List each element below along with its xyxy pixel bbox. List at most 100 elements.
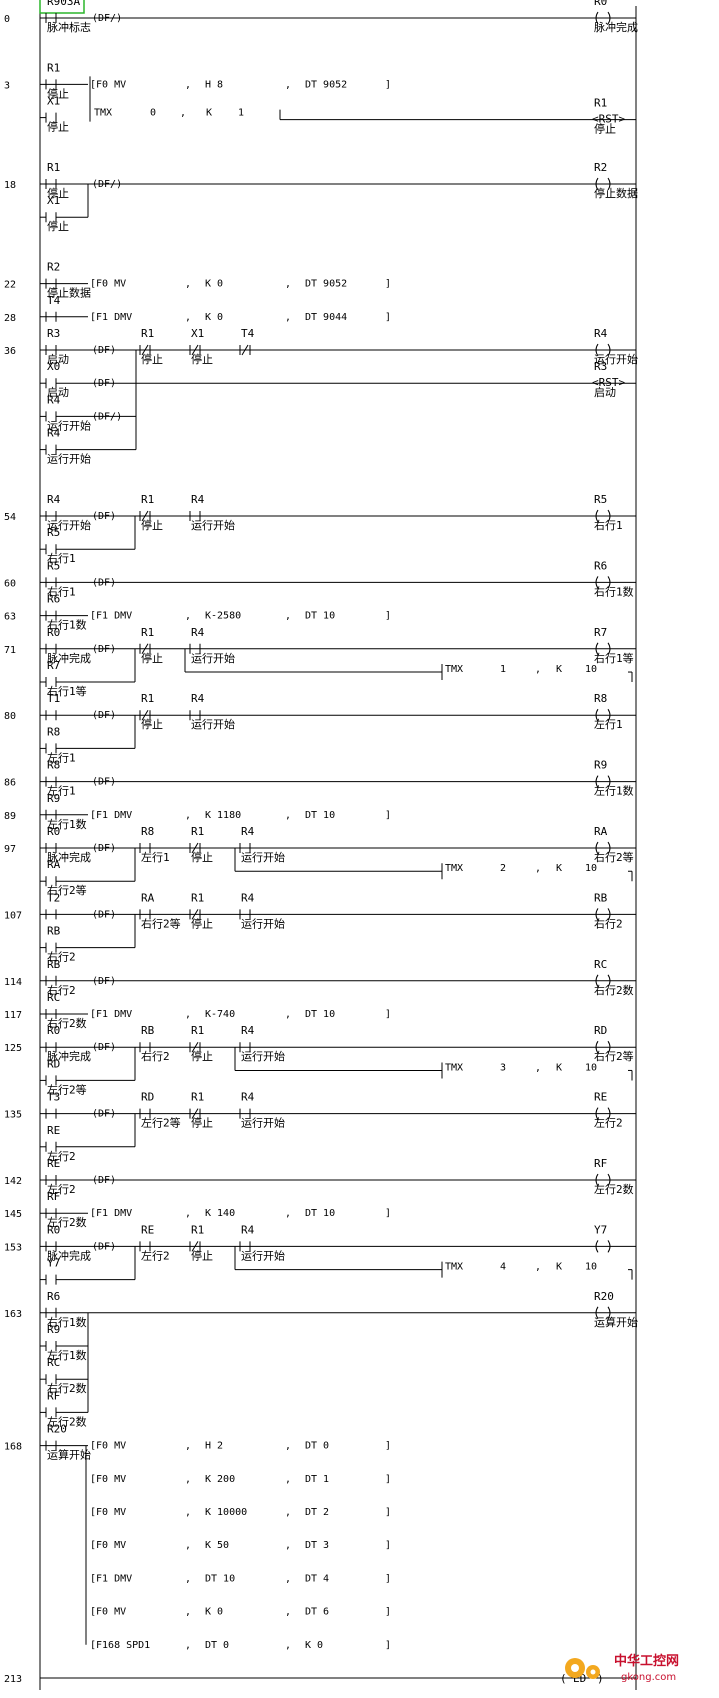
contact-name: 停止 xyxy=(141,651,163,665)
coil-name: 左行2数 xyxy=(594,1183,634,1196)
timer-field: K xyxy=(206,108,212,119)
edge-function: (DF) xyxy=(92,1175,116,1186)
instruction-field: DT 3 xyxy=(305,1540,329,1551)
contact-name: 右行1数 xyxy=(47,1315,87,1329)
instruction-field: ] xyxy=(385,1573,391,1584)
instruction-field: K 0 xyxy=(205,312,223,323)
contact-name: 右行2 xyxy=(47,950,76,964)
edge-function: (DF) xyxy=(92,1241,116,1252)
timer-field: 10 xyxy=(585,664,597,675)
coil-symbol xyxy=(595,1107,611,1120)
contact-address: R1 xyxy=(191,891,204,904)
contact-address: R4 xyxy=(241,825,255,838)
contact-name: 运行开始 xyxy=(241,850,285,864)
coil-name: 右行2等 xyxy=(594,850,634,864)
contact-address: R4 xyxy=(241,1091,255,1104)
contact-nc-slash xyxy=(141,643,149,655)
instruction-field: [F1 DMV xyxy=(90,611,132,622)
step-number: 142 xyxy=(4,1176,22,1187)
coil-address: R8 xyxy=(594,692,607,705)
coil-symbol xyxy=(595,775,611,788)
coil-symbol xyxy=(595,177,611,191)
coil-rst-symbol: <RST> xyxy=(592,113,625,126)
selection-cursor[interactable] xyxy=(39,0,85,14)
instruction-field: , xyxy=(285,1009,291,1020)
coil-name: 右行1等 xyxy=(594,651,634,665)
instruction-field: DT 10 xyxy=(205,1573,235,1584)
instruction-field: ] xyxy=(385,1640,391,1651)
step-number: 168 xyxy=(4,1442,22,1453)
instruction-field: [F1 DMV xyxy=(90,810,132,821)
instruction-field: [F0 MV xyxy=(90,1607,126,1618)
contact-address: RF xyxy=(47,1389,60,1402)
contact-address: R9 xyxy=(47,1323,60,1336)
contact-nc-slash xyxy=(141,510,149,522)
contact-address: R4 xyxy=(191,626,205,639)
contact-address: R20 xyxy=(47,1423,67,1436)
edge-function: (DF) xyxy=(92,644,116,655)
instruction-field: , xyxy=(185,1540,191,1551)
contact-name: 停止 xyxy=(141,717,163,731)
contact-nc-slash xyxy=(191,1041,199,1053)
contact-address: R9 xyxy=(47,792,60,805)
contact-address: R0 xyxy=(47,825,60,838)
step-number: 135 xyxy=(4,1110,22,1121)
coil-address: RA xyxy=(594,825,608,838)
instruction-field: , xyxy=(185,1507,191,1518)
contact-name: 停止 xyxy=(47,219,69,233)
instruction-field: , xyxy=(285,1607,291,1618)
coil-symbol xyxy=(595,1173,611,1187)
contact-address: R0 xyxy=(47,626,60,639)
contact-name: 左行2数 xyxy=(47,1216,87,1229)
edge-function: (DF) xyxy=(92,378,116,389)
contact-name: 左行2 xyxy=(47,1183,76,1196)
instruction-field: DT 1 xyxy=(305,1474,329,1485)
edge-function: (DF) xyxy=(92,909,116,920)
coil-address: RE xyxy=(594,1091,607,1104)
contact-nc-slash xyxy=(191,344,199,356)
contact-address: RD xyxy=(47,1057,60,1070)
contact-address: T3 xyxy=(47,1091,60,1104)
instruction-field: , xyxy=(185,279,191,290)
coil-name: 停止 xyxy=(594,122,616,136)
timer-field: TMX xyxy=(445,1062,463,1073)
coil-name: 停止数据 xyxy=(594,186,638,200)
contact-address: RF xyxy=(47,1190,60,1203)
coil-name: 运算开始 xyxy=(594,1315,638,1329)
instruction-field: [F0 MV xyxy=(90,79,126,90)
contact-address: RA xyxy=(47,858,61,871)
edge-function: (DF) xyxy=(92,1109,116,1120)
contact-address: R6 xyxy=(47,593,60,606)
edge-function: (DF) xyxy=(92,710,116,721)
contact-name: 左行2 xyxy=(47,1150,76,1163)
instruction-field: K 1180 xyxy=(205,810,241,821)
coil-symbol xyxy=(595,509,611,523)
coil-name: 右行1数 xyxy=(594,584,634,598)
timer-field: 10 xyxy=(585,1262,597,1273)
timer-field: K xyxy=(556,1262,562,1273)
edge-function: (DF/) xyxy=(92,179,122,190)
timer-field: 10 xyxy=(585,863,597,874)
contact-name: 左行1数 xyxy=(47,1349,87,1362)
contact-nc-slash xyxy=(241,344,249,356)
contact-name: 左行2数 xyxy=(47,1415,87,1428)
coil-address: R2 xyxy=(594,161,607,174)
contact-address: Y7 xyxy=(47,1257,60,1270)
contact-address: R5 xyxy=(47,559,60,572)
step-number: 0 xyxy=(4,14,10,25)
contact-name: 右行1等 xyxy=(47,684,87,698)
end-close: ) xyxy=(597,1672,604,1685)
instruction-field: [F0 MV xyxy=(90,1474,126,1485)
step-number: 213 xyxy=(4,1674,22,1685)
contact-name: 左行1 xyxy=(47,751,76,764)
contact-address: T4 xyxy=(47,294,61,307)
contact-address: R2 xyxy=(47,261,60,274)
instruction-field: H 2 xyxy=(205,1441,223,1452)
contact-name: 停止 xyxy=(141,518,163,532)
instruction-field: , xyxy=(185,1441,191,1452)
contact-nc-slash xyxy=(191,1108,199,1119)
contact-address: RE xyxy=(141,1223,154,1236)
contact-name: 停止 xyxy=(191,916,213,930)
